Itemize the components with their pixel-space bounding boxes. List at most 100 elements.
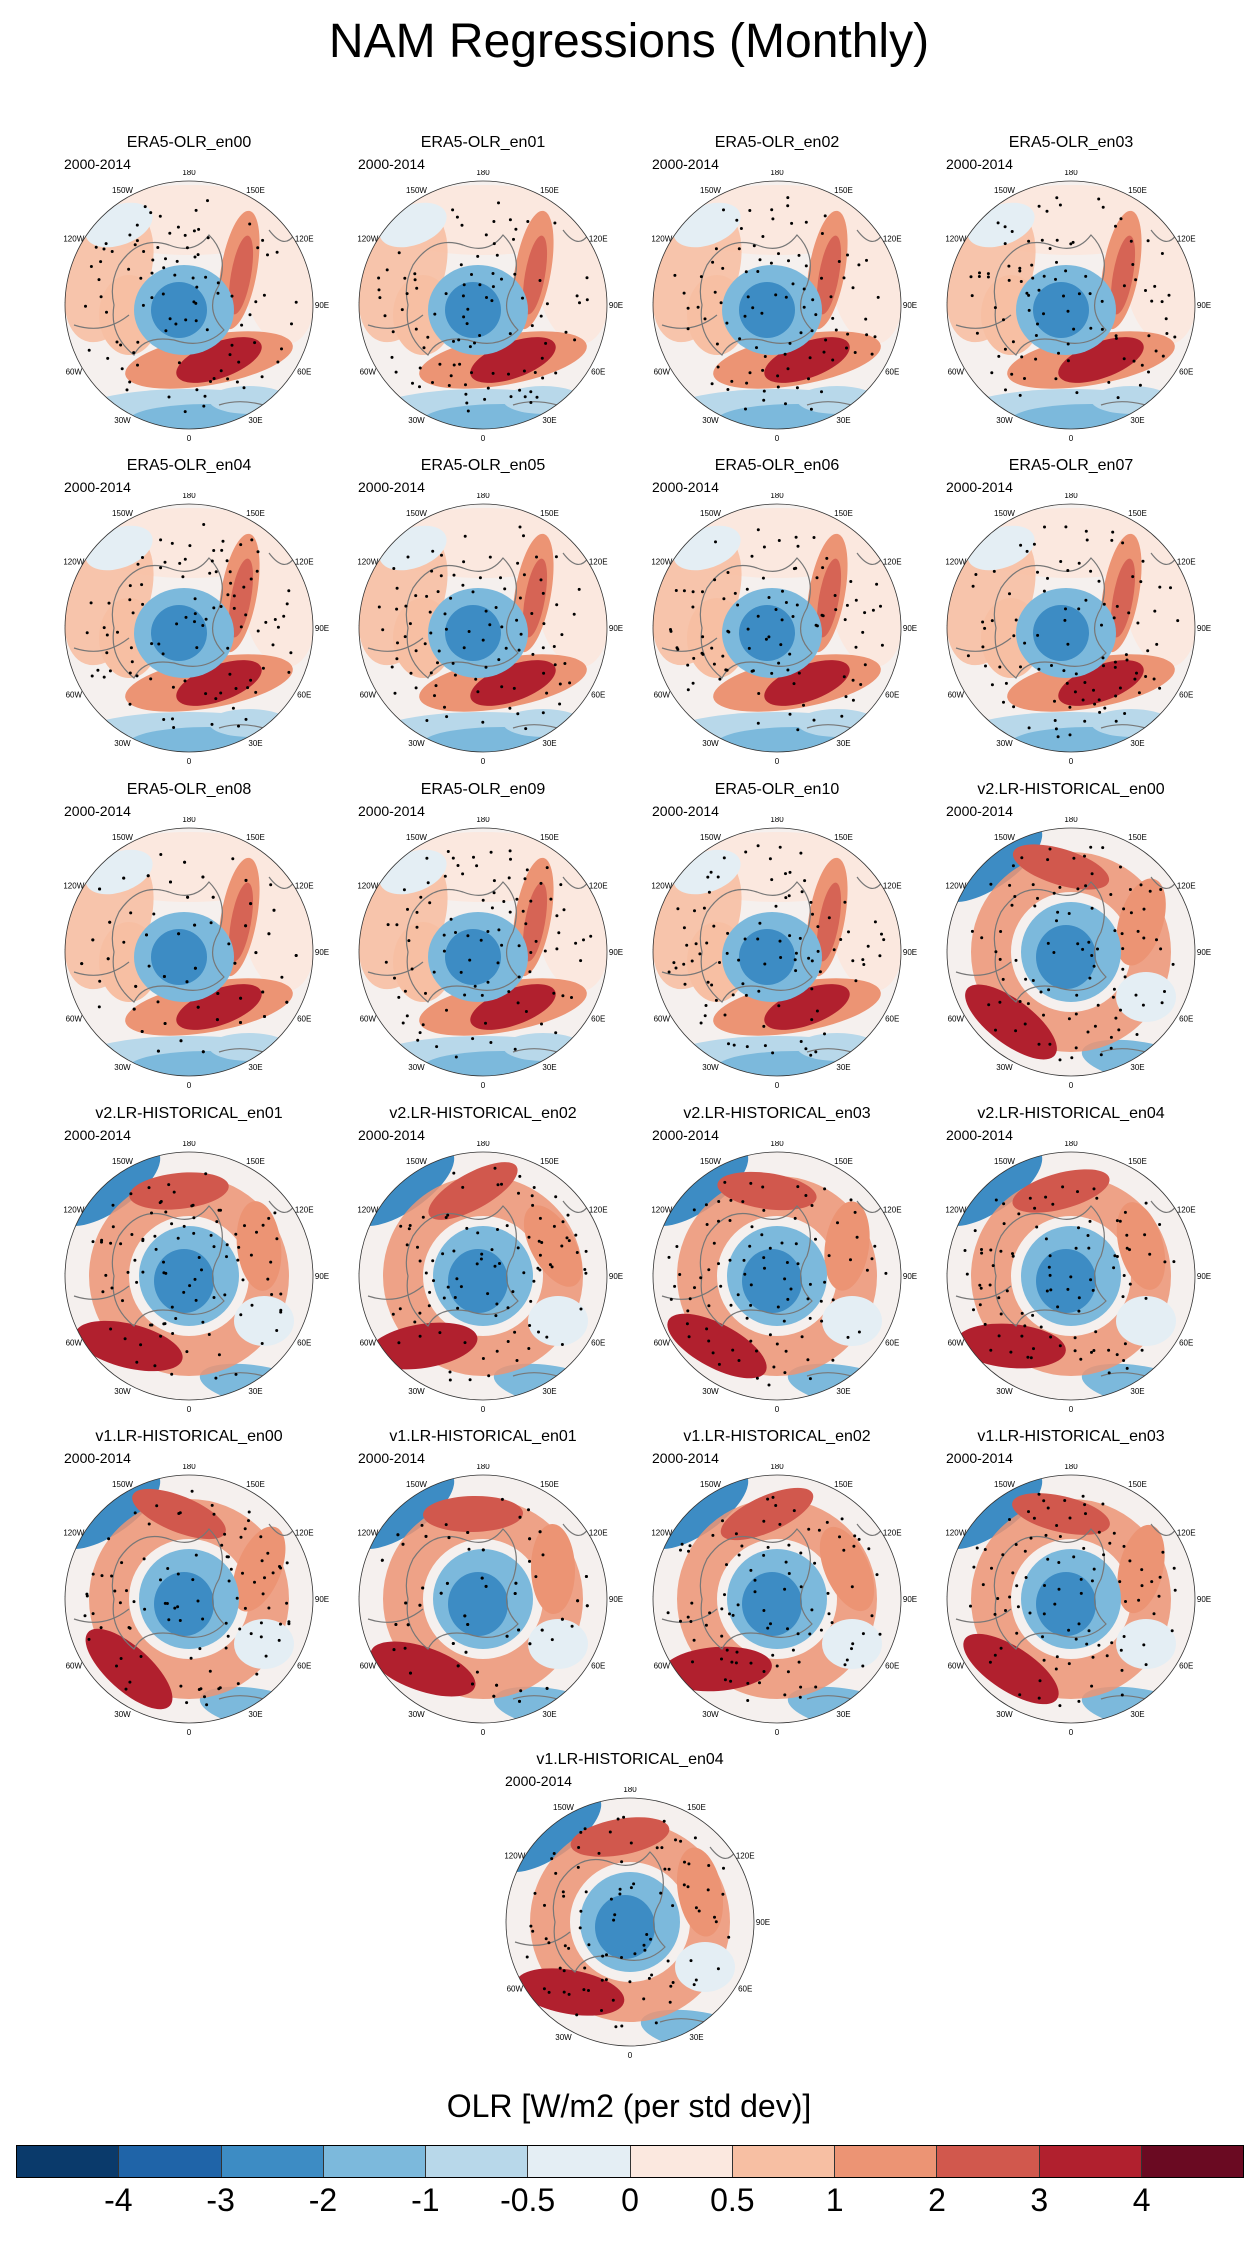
lon-label: 0 — [628, 2051, 633, 2060]
period-label: 2000-2014 — [64, 1450, 131, 1466]
lon-label: 180 — [770, 1464, 784, 1471]
lon-label: 60E — [1179, 691, 1193, 700]
lon-label: 60E — [1179, 1662, 1193, 1671]
lon-label: 150E — [1128, 1157, 1147, 1166]
lon-label: 150E — [246, 1157, 265, 1166]
lon-label: 0 — [481, 757, 486, 766]
polar-map: 180 150E 120E 90E 60E 30E 0 30W 60W 90W 120W 150W — [64, 1464, 329, 1737]
lon-label: 30W — [996, 416, 1013, 425]
lon-label: 90E — [903, 301, 917, 310]
lon-label: 60W — [360, 691, 377, 700]
lon-label: 90W — [358, 1272, 359, 1281]
lon-label: 60E — [885, 1015, 899, 1024]
lon-label: 120E — [883, 235, 902, 244]
polar-map: 180 150E 120E 90E 60E 30E 0 30W 60W 90W 120W 150W — [505, 1787, 770, 2060]
lon-label: 150W — [406, 1480, 427, 1489]
lon-label: 150W — [700, 186, 721, 195]
lon-label: 120W — [946, 235, 967, 244]
lon-label: 90E — [609, 301, 623, 310]
lon-label: 60E — [297, 1339, 311, 1348]
lon-label: 150W — [406, 186, 427, 195]
lon-label: 30W — [114, 1387, 131, 1396]
lon-label: 30E — [836, 1387, 850, 1396]
period-label: 2000-2014 — [652, 156, 719, 172]
panel-title: ERA5-OLR_en01 — [420, 134, 546, 151]
panel-title: v1.LR-HISTORICAL_en02 — [683, 1428, 871, 1445]
lon-label: 180 — [182, 170, 196, 177]
lon-label: 30E — [542, 1710, 556, 1719]
lon-label: 0 — [775, 1081, 780, 1090]
lon-label: 180 — [770, 170, 784, 177]
panel-title: v1.LR-HISTORICAL_en00 — [95, 1428, 283, 1445]
lon-label: 30E — [248, 1710, 262, 1719]
lon-label: 60W — [948, 368, 965, 377]
polar-map: 180 150E 120E 90E 60E 30E 0 30W 60W 90W 120W 150W — [358, 170, 623, 443]
lon-label: 0 — [481, 1081, 486, 1090]
lon-label: 90W — [64, 1595, 65, 1604]
lon-label: 120W — [64, 558, 85, 567]
map-panel: ERA5-OLR_en03 2000-2014 180 150E 120E 90E 60E 3… — [946, 134, 1246, 454]
lon-label: 120W — [652, 558, 673, 567]
period-label: 2000-2014 — [358, 803, 425, 819]
lon-label: 60E — [885, 368, 899, 377]
colorbar-tick-label: 0 — [621, 2182, 639, 2218]
lon-label: 0 — [1069, 1081, 1074, 1090]
lon-label: 150W — [406, 833, 427, 842]
lon-label: 150W — [112, 1157, 133, 1166]
period-label: 2000-2014 — [946, 803, 1013, 819]
map-panel: v1.LR-HISTORICAL_en00 2000-2014 180 150E 120… — [64, 1428, 364, 1748]
lon-label: 90E — [903, 624, 917, 633]
lon-label: 0 — [775, 434, 780, 443]
lon-label: 150W — [994, 186, 1015, 195]
period-label: 2000-2014 — [946, 479, 1013, 495]
period-label: 2000-2014 — [358, 1450, 425, 1466]
lon-label: 180 — [182, 1464, 196, 1471]
lon-label: 150W — [112, 509, 133, 518]
lon-label: 120E — [883, 558, 902, 567]
lon-label: 150W — [112, 186, 133, 195]
lon-label: 90E — [609, 1595, 623, 1604]
lon-label: 30E — [836, 1063, 850, 1072]
lon-label: 60W — [654, 368, 671, 377]
map-panel: v2.LR-HISTORICAL_en00 2000-2014 180 150E 120… — [946, 781, 1246, 1101]
map-panel: v2.LR-HISTORICAL_en02 2000-2014 180 150E 120… — [358, 1105, 658, 1425]
colorbar-box — [630, 2146, 733, 2177]
colorbar-box — [1141, 2146, 1243, 2177]
lon-label: 30E — [542, 739, 556, 748]
colorbar-tick-label: 2 — [928, 2182, 946, 2218]
lon-label: 60W — [654, 691, 671, 700]
polar-map: 180 150E 120E 90E 60E 30E 0 30W 60W 90W 120W 150W — [64, 493, 329, 766]
lon-label: 120W — [358, 1529, 379, 1538]
lon-label: 60E — [591, 1015, 605, 1024]
lon-label: 120E — [883, 882, 902, 891]
polar-map: 180 150E 120E 90E 60E 30E 0 30W 60W 90W 120W 150W — [64, 817, 329, 1090]
lon-label: 0 — [187, 1405, 192, 1414]
lon-label: 0 — [187, 1728, 192, 1737]
polar-map: 180 150E 120E 90E 60E 30E 0 30W 60W 90W 120W 150W — [652, 170, 917, 443]
period-label: 2000-2014 — [358, 1127, 425, 1143]
lon-label: 150E — [834, 1480, 853, 1489]
lon-label: 120E — [589, 558, 608, 567]
colorbar-tick-label: 1 — [825, 2182, 844, 2218]
lon-label: 120W — [358, 882, 379, 891]
map-panel: ERA5-OLR_en05 2000-2014 180 150E 120E 90E 60E 3… — [358, 457, 658, 777]
lon-label: 150E — [1128, 833, 1147, 842]
lon-label: 180 — [623, 1787, 637, 1794]
lon-label: 0 — [1069, 1728, 1074, 1737]
lon-label: 60E — [591, 1662, 605, 1671]
map-panel: ERA5-OLR_en00 2000-2014 180 150E 120E 90E 60E 3… — [64, 134, 364, 454]
lon-label: 150W — [994, 1157, 1015, 1166]
colorbar-box — [119, 2146, 222, 2177]
lon-label: 120W — [358, 235, 379, 244]
lon-label: 30W — [114, 739, 131, 748]
lon-label: 120W — [652, 882, 673, 891]
lon-label: 180 — [476, 817, 490, 824]
lon-label: 150E — [540, 509, 559, 518]
lon-label: 30E — [248, 739, 262, 748]
lon-label: 60E — [1179, 368, 1193, 377]
lon-label: 120W — [652, 1206, 673, 1215]
lon-label: 90W — [64, 1272, 65, 1281]
lon-label: 120E — [589, 1529, 608, 1538]
lon-label: 150W — [700, 1480, 721, 1489]
lon-label: 90W — [946, 948, 947, 957]
